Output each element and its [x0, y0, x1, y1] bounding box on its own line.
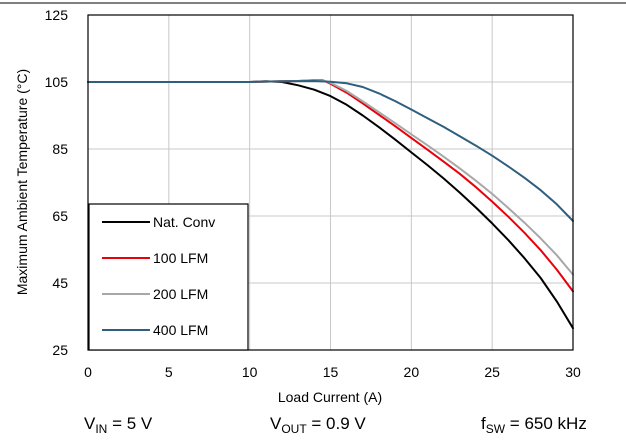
condition-fsw: fSW = 650 kHz [481, 414, 587, 436]
condition-fsw-subscript: SW [485, 422, 506, 436]
condition-vout-symbol: V [270, 414, 282, 433]
y-tick-labels: 25 45 65 85 105 125 [45, 7, 69, 358]
series-lines [87, 79, 574, 330]
condition-vin-subscript: IN [95, 422, 108, 436]
condition-vin-symbol: V [84, 414, 96, 433]
y-tick-label: 45 [52, 275, 68, 291]
x-tick-label: 25 [484, 364, 500, 380]
condition-fsw-symbol: f [481, 414, 486, 433]
series-line-3 [87, 80, 574, 222]
x-tick-labels: 0 5 10 15 20 25 30 [84, 364, 581, 380]
x-tick-label: 15 [323, 364, 339, 380]
legend: Nat. Conv 100 LFM 200 LFM 400 LFM [88, 203, 249, 351]
x-tick-label: 10 [242, 364, 258, 380]
y-axis-label: Maximum Ambient Temperature (°C) [14, 69, 30, 295]
y-tick-label: 25 [52, 342, 68, 358]
condition-fsw-value: = 650 kHz [505, 414, 587, 433]
x-tick-label: 0 [84, 364, 92, 380]
y-tick-label: 105 [45, 74, 69, 90]
x-tick-label: 5 [165, 364, 173, 380]
y-tick-label: 85 [52, 141, 68, 157]
condition-vin-value: = 5 V [107, 414, 153, 433]
plot-frame [87, 14, 574, 351]
condition-vout-value: = 0.9 V [306, 414, 366, 433]
condition-vout-subscript: OUT [281, 422, 307, 436]
x-axis-label: Load Current (A) [278, 389, 382, 405]
legend-label-2: 200 LFM [153, 286, 208, 302]
y-tick-label: 125 [45, 7, 69, 23]
legend-label-0: Nat. Conv [153, 214, 215, 230]
legend-label-3: 400 LFM [153, 322, 208, 338]
legend-label-1: 100 LFM [153, 250, 208, 266]
legend-box [88, 203, 249, 351]
x-tick-label: 30 [565, 364, 581, 380]
y-tick-label: 65 [52, 208, 68, 224]
x-tick-label: 20 [404, 364, 420, 380]
condition-vout: VOUT = 0.9 V [270, 414, 366, 436]
condition-vin: VIN = 5 V [84, 414, 153, 436]
